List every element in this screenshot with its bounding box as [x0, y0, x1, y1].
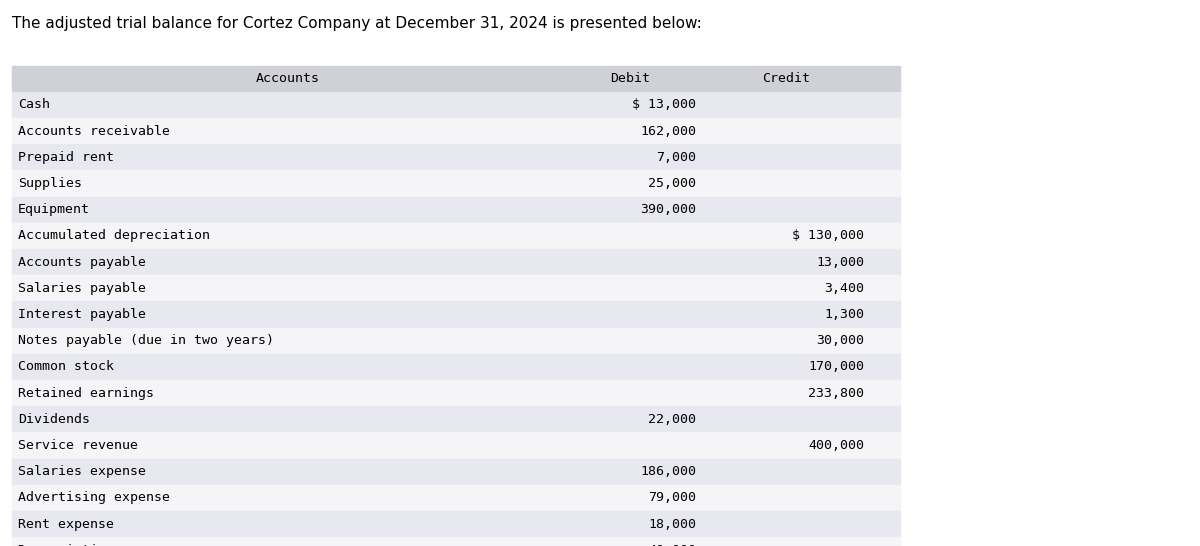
Text: Prepaid rent: Prepaid rent	[18, 151, 114, 164]
Text: 18,000: 18,000	[648, 518, 696, 531]
Text: Accounts: Accounts	[256, 72, 320, 85]
Text: 186,000: 186,000	[640, 465, 696, 478]
Text: Accounts receivable: Accounts receivable	[18, 124, 170, 138]
Text: The adjusted trial balance for Cortez Company at December 31, 2024 is presented : The adjusted trial balance for Cortez Co…	[12, 16, 702, 31]
Text: 7,000: 7,000	[656, 151, 696, 164]
Text: Salaries payable: Salaries payable	[18, 282, 146, 295]
Text: Equipment: Equipment	[18, 203, 90, 216]
Text: 1,300: 1,300	[824, 308, 864, 321]
Text: Dividends: Dividends	[18, 413, 90, 426]
Text: Debit: Debit	[610, 72, 650, 85]
Text: Advertising expense: Advertising expense	[18, 491, 170, 505]
Text: 79,000: 79,000	[648, 491, 696, 505]
Text: Retained earnings: Retained earnings	[18, 387, 154, 400]
Text: Depreciation expense: Depreciation expense	[18, 544, 178, 546]
Text: 3,400: 3,400	[824, 282, 864, 295]
Text: Supplies: Supplies	[18, 177, 82, 190]
Text: Salaries expense: Salaries expense	[18, 465, 146, 478]
Text: $ 130,000: $ 130,000	[792, 229, 864, 242]
Text: Interest payable: Interest payable	[18, 308, 146, 321]
Text: 22,000: 22,000	[648, 413, 696, 426]
Text: 25,000: 25,000	[648, 177, 696, 190]
Text: $ 13,000: $ 13,000	[632, 98, 696, 111]
Text: 162,000: 162,000	[640, 124, 696, 138]
Text: 400,000: 400,000	[808, 439, 864, 452]
Text: Cash: Cash	[18, 98, 50, 111]
Text: 13,000: 13,000	[816, 256, 864, 269]
Text: 390,000: 390,000	[640, 203, 696, 216]
Text: Notes payable (due in two years): Notes payable (due in two years)	[18, 334, 274, 347]
Text: Service revenue: Service revenue	[18, 439, 138, 452]
Text: Common stock: Common stock	[18, 360, 114, 373]
Text: 30,000: 30,000	[816, 334, 864, 347]
Text: 170,000: 170,000	[808, 360, 864, 373]
Text: Accounts payable: Accounts payable	[18, 256, 146, 269]
Text: Credit: Credit	[762, 72, 810, 85]
Text: 233,800: 233,800	[808, 387, 864, 400]
Text: Accumulated depreciation: Accumulated depreciation	[18, 229, 210, 242]
Text: Rent expense: Rent expense	[18, 518, 114, 531]
Text: 40,000: 40,000	[648, 544, 696, 546]
